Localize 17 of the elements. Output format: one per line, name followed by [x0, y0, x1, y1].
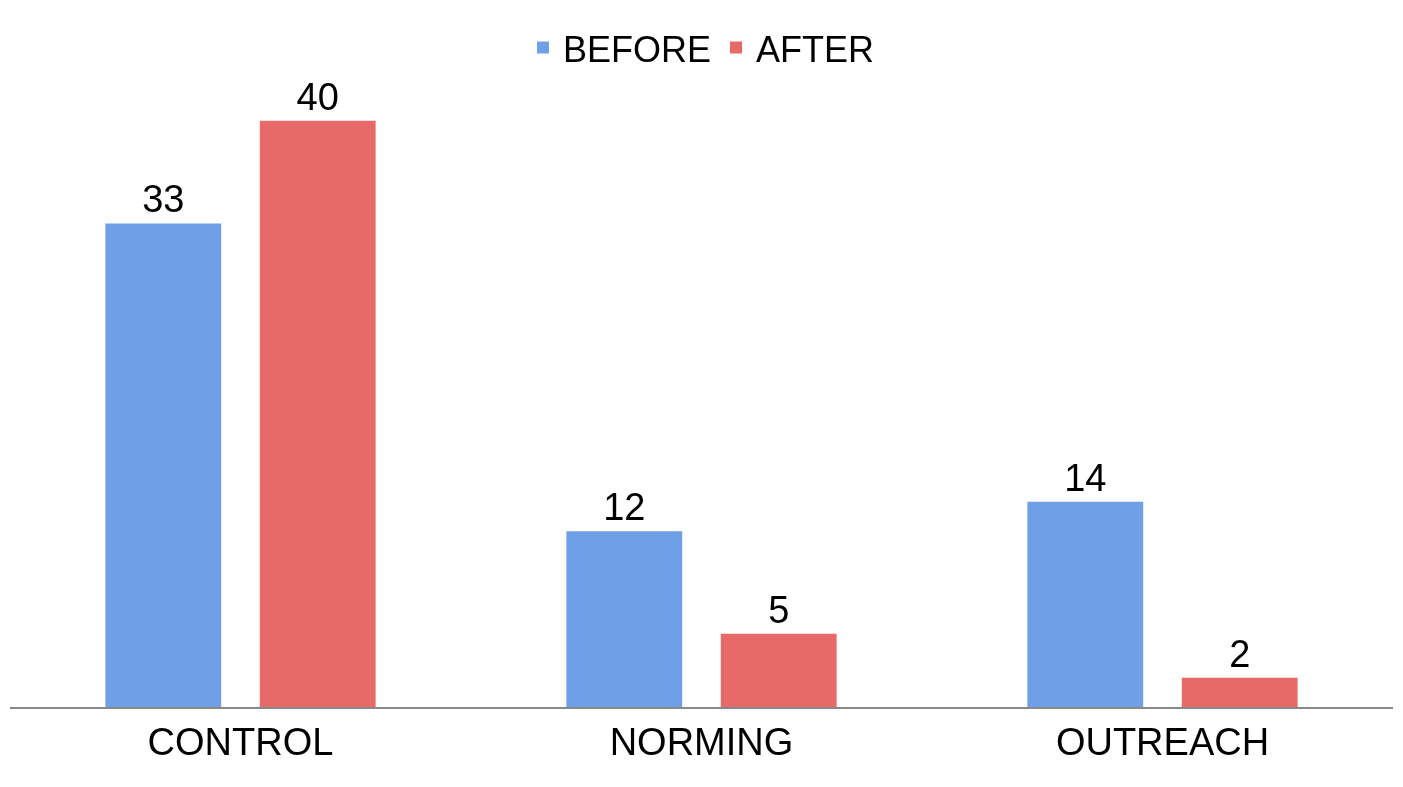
- data-label: 12: [603, 486, 646, 529]
- x-tick-label: CONTROL: [147, 720, 334, 763]
- data-label: 14: [1064, 456, 1107, 499]
- data-label: 2: [1229, 632, 1251, 675]
- data-label: 5: [768, 588, 790, 631]
- bar: [259, 120, 376, 707]
- x-tick-label: OUTREACH: [1055, 720, 1270, 763]
- x-tick-label: NORMING: [609, 720, 794, 763]
- data-label: 40: [296, 75, 339, 118]
- bar: [1181, 677, 1298, 707]
- bar: [1027, 501, 1144, 707]
- legend-label: AFTER: [756, 28, 875, 70]
- data-label: 33: [142, 178, 185, 221]
- bar: [566, 531, 683, 707]
- bar: [720, 633, 837, 707]
- bar: [105, 223, 222, 707]
- legend-label: BEFORE: [563, 28, 712, 70]
